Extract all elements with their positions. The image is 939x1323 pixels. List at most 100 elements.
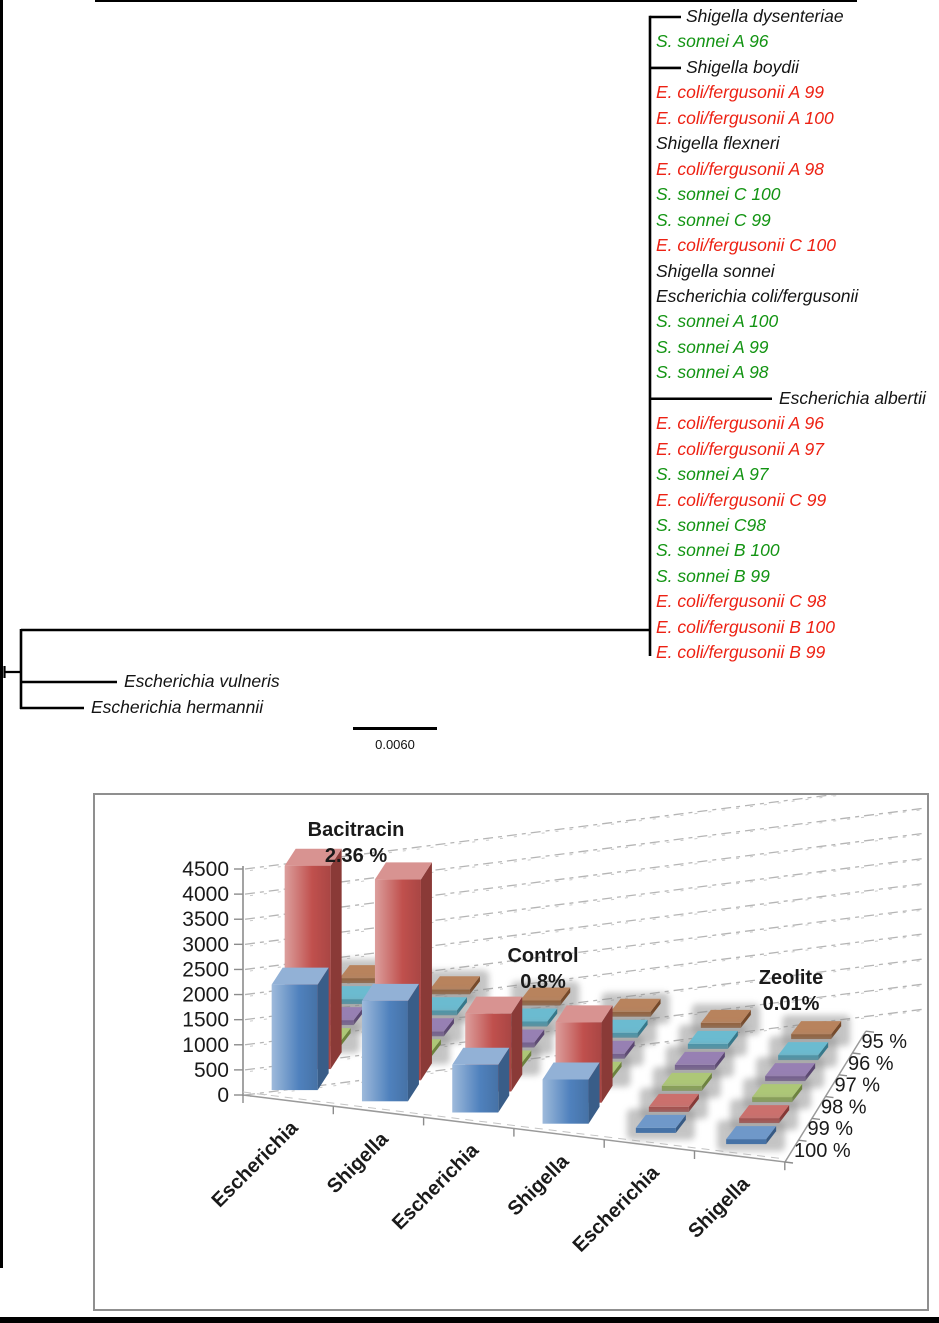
tile-top [429, 976, 480, 990]
value-axis-label: 1000 [182, 1034, 229, 1057]
tree-taxon-label: E. coli/fergusonii B 99 [656, 642, 826, 663]
category-label: Escherichia [569, 1161, 665, 1257]
tree-taxon-label: S. sonnei A 97 [656, 464, 769, 485]
bar-top [542, 1062, 600, 1080]
value-axis-label: 1500 [182, 1009, 229, 1032]
value-axis-label: 0 [217, 1084, 229, 1107]
value-axis-label: 2000 [182, 984, 229, 1007]
tree-taxon-label: S. sonnei C98 [656, 515, 766, 535]
tree-taxon-label: Shigella boydii [686, 56, 799, 77]
phylogenetic-tree: Shigella dysenteriae S. sonnei A 96 Shigel… [3, 6, 926, 752]
bar-side [498, 1047, 510, 1113]
tile-side [792, 1084, 803, 1103]
tile-side [831, 1021, 842, 1040]
tree-taxon-label: S. sonnei C 99 [656, 209, 771, 230]
bar-top [555, 1005, 613, 1023]
category-label: Escherichia [208, 1116, 304, 1212]
value-axis-label: 3000 [182, 933, 229, 956]
category-label: Shigella [684, 1172, 754, 1242]
tile-top [778, 1042, 829, 1056]
tree-taxon-label: E. coli/fergusonii C 99 [656, 489, 827, 510]
bar-chart-panel: 0 500 1000 1500 2000 2500 3000 3500 4000 4500 Baci… [93, 793, 929, 1311]
tile-side [714, 1051, 725, 1070]
depth-axis-tick [825, 1095, 834, 1099]
tile-side [675, 1114, 686, 1133]
tile-top [661, 1072, 712, 1086]
tree-taxon-label: Escherichia albertii [779, 387, 926, 408]
tree-taxon-label: Escherichia vulneris [124, 671, 280, 691]
tile-side [727, 1030, 738, 1049]
bar-front [452, 1064, 499, 1113]
value-axis-label: 2500 [182, 958, 229, 981]
depth-axis-label: 95 % [862, 1031, 908, 1053]
tile-side [779, 1105, 790, 1124]
tile-side [560, 987, 571, 1006]
depth-axis-tick [838, 1074, 848, 1077]
tile-top [674, 1051, 725, 1065]
wall-gridline-sketch [249, 809, 921, 897]
tree-taxon-label: S. sonnei A 99 [656, 336, 769, 357]
bar-top [361, 983, 419, 1001]
tile-side [443, 1018, 454, 1037]
wall-gridline-sketch [249, 859, 921, 947]
group-annotation-value: 2.36 % [325, 845, 387, 867]
wall-gridline-sketch [249, 834, 921, 922]
page-edge-left [0, 0, 3, 1268]
tile-top [610, 998, 661, 1012]
tile-side [340, 1028, 351, 1047]
tile-top [648, 1093, 699, 1107]
bar-top [465, 996, 523, 1014]
depth-axis-label: 98 % [821, 1096, 867, 1118]
tree-taxon-label: Shigella flexneri [656, 133, 780, 154]
scale-bar [353, 727, 437, 730]
tile-front [726, 1139, 767, 1145]
depth-axis-label: 100 % [794, 1140, 851, 1162]
tree-taxon-label: Shigella sonnei [656, 260, 775, 281]
wall-gridline-sketch [249, 884, 921, 972]
group-annotation-label: Bacitracin [308, 819, 405, 841]
wall-gridline [244, 795, 836, 870]
bar-side [317, 967, 329, 1091]
tile-front [635, 1127, 676, 1133]
tile-side [353, 1007, 364, 1026]
bar-side [588, 1062, 600, 1124]
tile-side [469, 976, 480, 995]
tree-taxon-label: S. sonnei A 98 [656, 362, 769, 383]
value-axis-label: 500 [194, 1059, 229, 1082]
depth-axis-label: 97 % [835, 1075, 881, 1097]
bar-side [330, 848, 342, 1070]
bar-side [420, 862, 432, 1081]
depth-axis-tick [852, 1052, 861, 1055]
group-annotation-label: Zeolite [759, 967, 823, 989]
tile-side [624, 1040, 635, 1059]
group-annotation-label: Control [507, 945, 578, 967]
tree-taxon-label: E. coli/fergusonii C 98 [656, 591, 827, 612]
tile-top [739, 1105, 790, 1119]
tile-top [791, 1021, 842, 1035]
bar-front [271, 984, 318, 1091]
wall-gridline [244, 857, 926, 945]
tree-taxon-label: S. sonnei C 100 [656, 184, 781, 205]
category-label: Shigella [323, 1128, 393, 1198]
floor-edge-sketch [242, 1091, 786, 1160]
value-axis-label: 3500 [182, 908, 229, 931]
tree-taxon-label: E. coli/fergusonii A 98 [656, 158, 824, 179]
tile-side [534, 1029, 545, 1048]
tile-top [726, 1126, 777, 1140]
tile-side [456, 997, 467, 1016]
tile-side [637, 1019, 648, 1038]
tree-taxon-label: S. sonnei B 100 [656, 540, 780, 561]
group-annotation-value: 0.8% [520, 971, 566, 993]
scale-bar-label: 0.0060 [375, 737, 415, 752]
depth-axis-tick [811, 1117, 821, 1121]
bar-front [542, 1079, 589, 1124]
tile-side [818, 1042, 829, 1061]
tile-top [687, 1030, 738, 1044]
tile-side [547, 1008, 558, 1027]
category-label: Escherichia [388, 1139, 484, 1235]
bar-side [407, 983, 419, 1102]
tree-taxon-label: E. coli/fergusonii C 100 [656, 235, 836, 256]
tile-top [520, 987, 571, 1001]
bar-front [361, 1000, 408, 1102]
bar-top [271, 967, 329, 985]
